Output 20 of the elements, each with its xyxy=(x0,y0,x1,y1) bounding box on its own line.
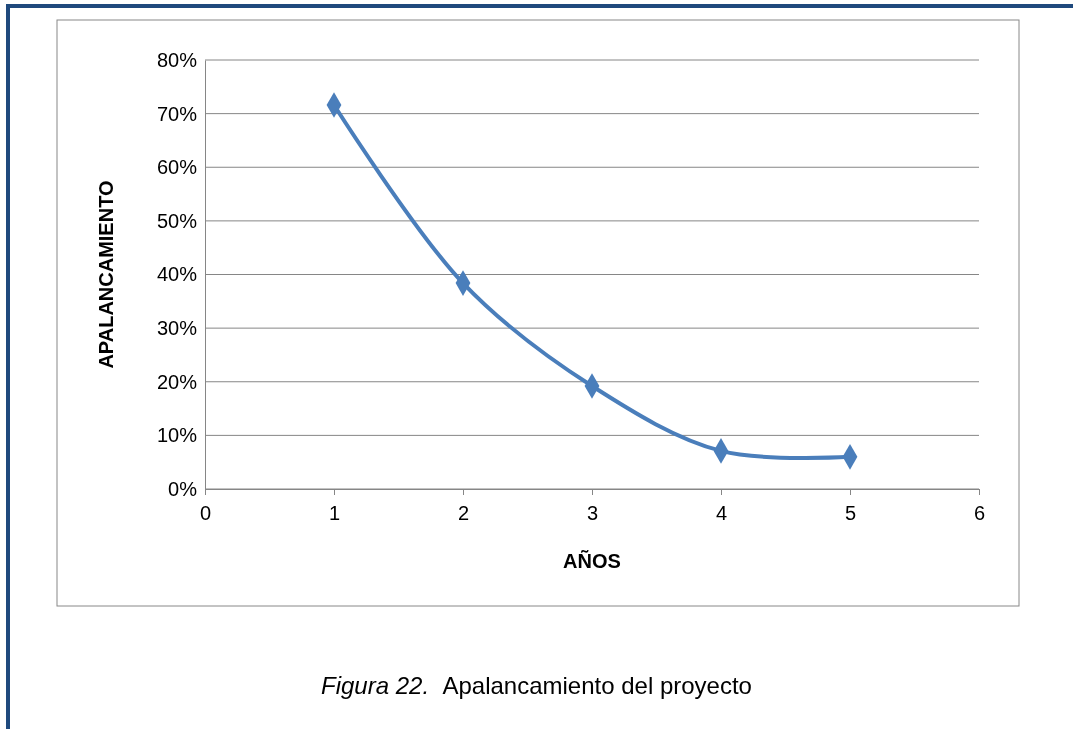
x-tick-label: 2 xyxy=(457,502,470,524)
y-tick-label: 0% xyxy=(168,477,198,500)
text: Apalancamiento del proyecto xyxy=(429,672,752,699)
y-tick-label: 30% xyxy=(156,317,198,340)
text: Figura 22. xyxy=(321,672,430,699)
y-tick-label: 40% xyxy=(156,263,198,286)
y-tick-label: 70% xyxy=(156,102,198,125)
x-tick-label: 5 xyxy=(844,502,857,524)
y-tick-label: 10% xyxy=(156,424,198,447)
x-tick-label: 6 xyxy=(973,502,986,524)
y-tick-label: 60% xyxy=(156,156,198,179)
x-axis-title: AÑOS xyxy=(563,550,621,572)
y-tick-label: 80% xyxy=(156,48,198,71)
x-tick-label: 3 xyxy=(586,502,599,524)
x-tick-label: 0 xyxy=(199,502,212,524)
y-tick-label: 20% xyxy=(156,370,198,393)
x-tick-label: 4 xyxy=(715,502,728,524)
x-tick-label: 1 xyxy=(328,502,341,524)
y-axis-title: APALANCAMIENTO xyxy=(95,180,117,369)
y-tick-label: 50% xyxy=(156,209,198,232)
